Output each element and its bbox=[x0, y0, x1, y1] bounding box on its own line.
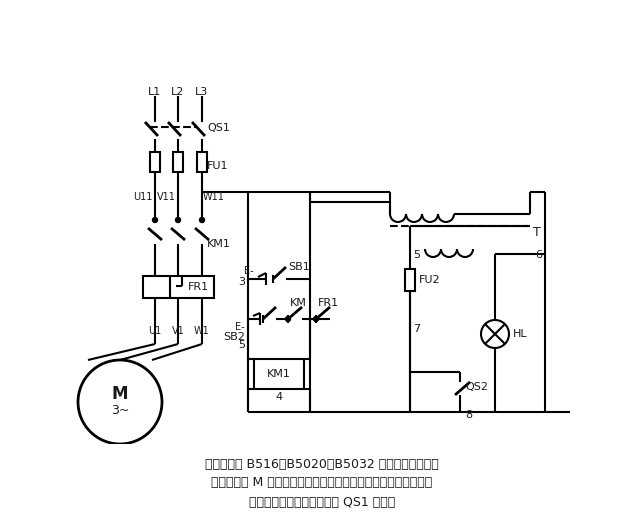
Text: E-: E- bbox=[244, 266, 254, 276]
Text: KM: KM bbox=[290, 298, 307, 308]
Text: T: T bbox=[533, 225, 541, 239]
Text: L3: L3 bbox=[195, 87, 209, 97]
Text: QS1: QS1 bbox=[207, 123, 230, 133]
Bar bbox=[197, 152, 207, 172]
Text: SB2: SB2 bbox=[223, 332, 245, 342]
Text: HL: HL bbox=[513, 329, 527, 339]
Circle shape bbox=[153, 218, 158, 222]
Text: W11: W11 bbox=[203, 192, 225, 202]
Text: W1: W1 bbox=[194, 326, 210, 336]
Text: FR1: FR1 bbox=[188, 282, 209, 292]
Circle shape bbox=[200, 218, 205, 222]
Text: 图。主电路 M 具有短路和过载保护。属于典型的单向起动连续运: 图。主电路 M 具有短路和过载保护。属于典型的单向起动连续运 bbox=[211, 476, 433, 489]
Bar bbox=[254, 359, 304, 389]
Text: V1: V1 bbox=[171, 326, 184, 336]
Circle shape bbox=[481, 320, 509, 348]
Text: QS2: QS2 bbox=[465, 382, 488, 392]
Text: L2: L2 bbox=[171, 87, 185, 97]
Text: KM1: KM1 bbox=[267, 369, 291, 379]
Circle shape bbox=[314, 316, 319, 322]
Text: 7: 7 bbox=[413, 324, 420, 334]
Text: U11: U11 bbox=[133, 192, 153, 202]
Circle shape bbox=[285, 316, 290, 322]
Text: KM1: KM1 bbox=[207, 239, 231, 249]
Text: L1: L1 bbox=[148, 87, 162, 97]
Text: SB1: SB1 bbox=[288, 262, 310, 272]
Bar bbox=[405, 269, 415, 291]
Circle shape bbox=[176, 218, 180, 222]
Bar bbox=[173, 152, 183, 172]
Text: M: M bbox=[112, 385, 128, 403]
Text: 4: 4 bbox=[276, 392, 283, 402]
Text: E-: E- bbox=[235, 322, 245, 332]
Text: 5: 5 bbox=[413, 250, 420, 260]
Text: V11: V11 bbox=[157, 192, 176, 202]
Text: U1: U1 bbox=[148, 326, 162, 336]
Bar bbox=[143, 276, 214, 298]
Text: 8: 8 bbox=[465, 410, 472, 420]
Text: 转的电路。机床电源由开关 QS1 控制。: 转的电路。机床电源由开关 QS1 控制。 bbox=[249, 495, 395, 508]
Text: 3~: 3~ bbox=[111, 404, 129, 418]
Text: 6: 6 bbox=[535, 250, 542, 260]
Text: FR1: FR1 bbox=[318, 298, 339, 308]
Circle shape bbox=[78, 360, 162, 444]
Text: 3: 3 bbox=[238, 277, 245, 287]
Bar bbox=[150, 152, 160, 172]
Text: FU1: FU1 bbox=[207, 161, 229, 171]
Text: FU2: FU2 bbox=[419, 275, 440, 285]
Text: 所示电路为 B516、B5020、B5032 型插床的电气原理: 所示电路为 B516、B5020、B5032 型插床的电气原理 bbox=[205, 457, 439, 470]
Text: 5: 5 bbox=[238, 340, 245, 350]
